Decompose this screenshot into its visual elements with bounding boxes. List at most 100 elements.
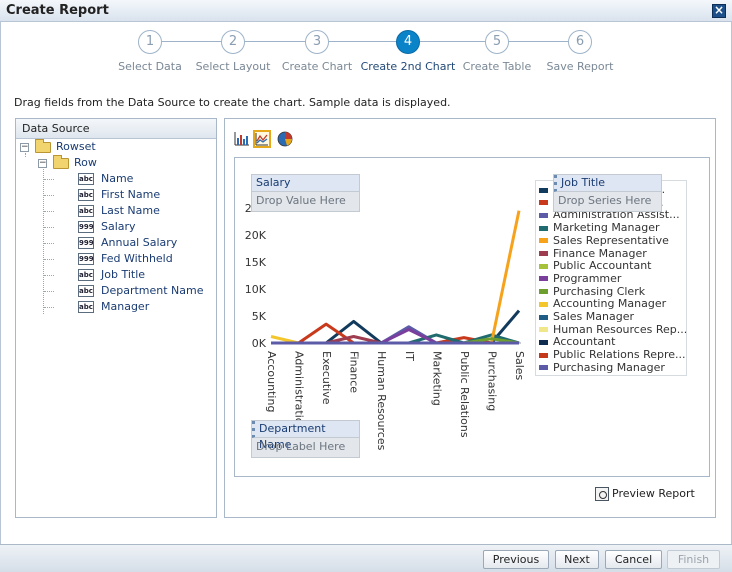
train-step-1[interactable]: 1 Select Data [100,28,200,73]
field-item[interactable]: 999 Annual Salary [78,235,177,251]
collapse-icon[interactable]: − [20,141,29,152]
x-tick-label: Purchasing [485,351,498,411]
bar-chart-type-icon[interactable] [233,130,251,148]
legend-swatch [539,200,548,206]
field-item[interactable]: abc Manager [78,299,149,315]
line-chart-type-icon[interactable] [253,130,271,148]
value-field-chip[interactable]: Salary [252,175,359,192]
field-item[interactable]: abc Last Name [78,203,160,219]
legend-item: Accounting Manager [539,297,666,310]
field-label: Last Name [101,204,160,217]
x-tick-label: Accounting [265,351,278,412]
legend-label: Sales Representative [553,233,669,247]
train-connector [150,41,580,42]
label-drop-zone[interactable]: Department Name Drop Label Here [251,420,360,458]
field-label: Name [101,172,134,185]
legend-item: Finance Manager [539,247,647,260]
text-field-icon: abc [78,301,94,313]
legend-swatch [539,352,548,358]
preview-label: Preview Report [612,487,695,500]
step-number: 6 [568,30,592,54]
previous-button[interactable]: Previous [483,550,549,569]
dialog-titlebar: Create Report × [0,0,732,22]
y-tick-label: 20K [245,229,267,242]
text-field-icon: abc [78,173,94,185]
x-tick-label: Administration [293,351,306,432]
legend-item: Sales Manager [539,310,634,323]
legend-item: Human Resources Rep... [539,322,687,336]
step-number: 5 [485,30,509,54]
legend-swatch [539,238,548,244]
field-label: First Name [101,188,161,201]
x-tick-label: Sales [513,351,526,381]
field-item[interactable]: 999 Fed Withheld [78,251,173,267]
x-tick-label: IT [403,351,416,361]
cancel-button[interactable]: Cancel [605,550,662,569]
label-field-chip[interactable]: Department Name [252,421,359,451]
number-field-icon: 999 [78,237,94,249]
legend-swatch [539,187,548,193]
data-source-header: Data Source [16,119,216,139]
collapse-icon[interactable]: − [38,157,47,168]
step-number: 3 [305,30,329,54]
train-step-5[interactable]: 5 Create Table [447,28,547,73]
legend-label: Purchasing Manager [553,360,665,374]
legend-swatch [539,339,548,345]
field-label: Annual Salary [101,236,178,249]
step-label: Select Data [118,60,182,73]
value-drop-zone[interactable]: Salary Drop Value Here [251,174,360,212]
series-field-chip[interactable]: Job Title [554,175,661,192]
data-source-panel: Data Source − Rowset − Row abc Name abc First… [15,118,217,518]
legend-label: Purchasing Clerk [553,284,646,298]
field-label: Department Name [101,284,204,297]
field-item[interactable]: abc First Name [78,187,160,203]
pie-chart-type-icon[interactable] [276,130,294,148]
tree-node-row[interactable]: − Row [38,154,97,171]
y-tick-label: 10K [245,283,267,296]
preview-icon [595,487,609,501]
instructions-text: Drag fields from the Data Source to crea… [14,96,451,109]
legend-swatch [539,251,548,256]
train-step-2[interactable]: 2 Select Layout [183,28,283,73]
tree-label-rowset: Rowset [56,140,96,153]
field-item[interactable]: abc Name [78,171,133,187]
legend-label: Programmer [553,271,622,285]
close-icon[interactable]: × [712,3,726,18]
field-item[interactable]: abc Department Name [78,283,204,299]
legend-swatch [539,289,548,295]
text-field-icon: abc [78,189,94,201]
number-field-icon: 999 [78,221,94,233]
step-number: 1 [138,30,162,54]
button-bar: Previous Next Cancel Finish [0,544,732,572]
legend-item: Programmer [539,272,621,285]
tree-node-rowset[interactable]: − Rowset [20,138,96,155]
field-label: Fed Withheld [101,252,173,265]
dialog-title: Create Report [6,3,109,18]
legend-label: Sales Manager [553,310,634,323]
folder-icon [35,138,51,153]
step-label: Save Report [546,60,614,73]
y-tick-label: 15K [245,256,267,269]
legend-item: Marketing Manager [539,221,660,234]
next-button[interactable]: Next [555,550,599,569]
finish-button: Finish [667,550,720,569]
series-drop-zone[interactable]: Job Title Drop Series Here [553,174,662,212]
y-tick-label: 5K [252,310,267,323]
legend-swatch [539,212,548,218]
line-chart: 0K5K10K15K20K25K3AccountingAdministratio… [245,175,526,451]
field-label: Manager [101,300,150,313]
field-item[interactable]: 999 Salary [78,219,136,235]
train-step-6[interactable]: 6 Save Report [530,28,630,73]
legend-item: Accountant [539,335,615,348]
train-step-4[interactable]: 4 Create 2nd Chart [358,28,458,73]
step-number: 2 [221,30,245,54]
field-item[interactable]: abc Job Title [78,267,145,283]
series-line [271,210,521,345]
tree-label-row: Row [74,156,97,169]
legend-label: Marketing Manager [553,221,660,235]
legend-label: Human Resources Rep... [553,322,687,336]
train-step-3[interactable]: 3 Create Chart [267,28,367,73]
text-field-icon: abc [78,205,94,217]
preview-report-link[interactable]: Preview Report [595,485,695,503]
legend-label: Public Accountant [553,259,652,273]
